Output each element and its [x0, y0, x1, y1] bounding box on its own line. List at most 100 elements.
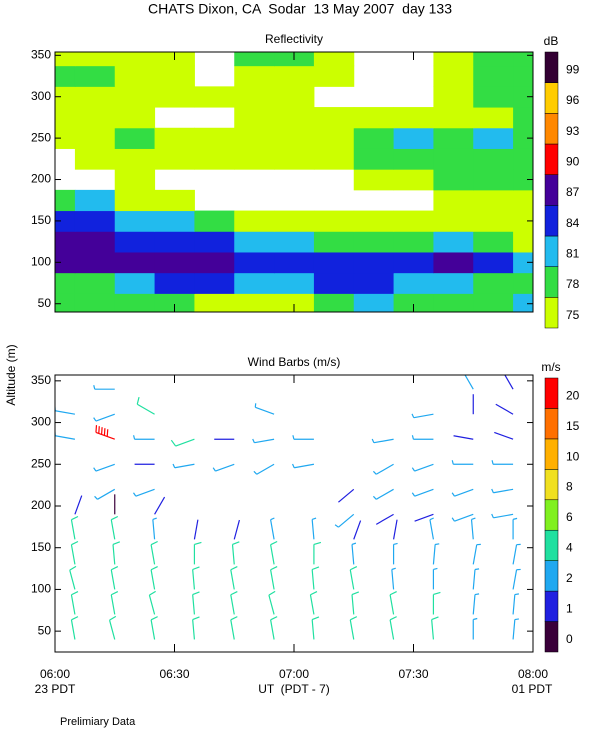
wind-barb: [110, 591, 119, 615]
wind-barb: [110, 515, 119, 540]
contour-cell: [274, 148, 315, 170]
wind-barb: [411, 488, 434, 497]
colorbar-tick-label: 81: [566, 247, 580, 261]
colorbar-band: [544, 205, 559, 237]
colorbar-tick-label: 10: [566, 449, 580, 463]
contour-cell: [55, 272, 76, 294]
contour-cell: [513, 169, 533, 191]
contour-cell: [313, 272, 355, 294]
contour-cell: [114, 189, 156, 212]
contour-cell: [234, 127, 275, 149]
wind-barb: [512, 543, 521, 565]
contour-cell: [234, 86, 275, 108]
contour-cell: [313, 148, 355, 170]
contour-cell: [513, 107, 533, 129]
wind-barb: [193, 519, 199, 540]
contour-cell: [154, 65, 195, 87]
wind-barb: [70, 591, 79, 615]
wind-barb: [93, 413, 115, 422]
wind-barb: [491, 460, 514, 465]
wind-barb: [150, 540, 158, 565]
contour-cell: [473, 107, 514, 129]
wind-barb: [270, 616, 278, 640]
contour-cell: [513, 251, 533, 274]
wind-barb: [432, 591, 441, 615]
wind-barb: [69, 565, 77, 590]
contour-cell: [154, 251, 195, 274]
contour-cell: [353, 272, 395, 294]
contour-cell: [114, 65, 156, 87]
wind-barb: [311, 566, 320, 590]
chart-title: CHATS Dixon, CA Sodar 13 May 2007 day 13…: [148, 1, 452, 17]
wind-barb: [95, 425, 115, 440]
contour-cell: [194, 210, 235, 232]
contour-cell: [114, 251, 156, 274]
contour-cell: [55, 210, 76, 232]
wind-barb: [74, 495, 83, 515]
contour-cell: [274, 107, 315, 129]
contour-cell: [433, 210, 474, 232]
contour-cell: [55, 127, 76, 149]
x-tick-label: 08:00: [518, 667, 548, 681]
contour-cell: [74, 210, 116, 232]
x-tick-label: 06:30: [159, 667, 189, 681]
contour-cell: [114, 86, 156, 108]
wind-barb: [495, 403, 514, 415]
colorbar-band: [544, 174, 559, 206]
wind-barb: [152, 517, 157, 540]
colorbar-tick-label: 4: [566, 541, 573, 555]
wind-barb: [389, 591, 397, 615]
contour-cell: [473, 148, 514, 170]
colorbar-band: [544, 113, 559, 145]
contour-cell: [114, 107, 156, 129]
y-tick-label: 350: [31, 373, 51, 387]
contour-cell: [433, 86, 474, 108]
wind-barb: [70, 540, 79, 565]
wind-barb: [150, 616, 158, 640]
contour-cell: [74, 272, 116, 294]
contour-cell: [274, 272, 315, 294]
contour-cell: [433, 251, 474, 274]
contour-cell: [55, 107, 76, 129]
wind-barb: [353, 520, 362, 540]
wind-barb: [70, 616, 79, 640]
contour-cell: [154, 272, 195, 294]
contour-cell: [473, 189, 514, 212]
contour-cell: [433, 189, 474, 212]
contour-cell: [473, 52, 514, 67]
wind-barb: [451, 513, 474, 522]
y-tick-label: 100: [31, 254, 51, 268]
wind-barb: [375, 513, 394, 525]
y-tick-label: 300: [31, 89, 51, 103]
wind-barb: [94, 488, 116, 500]
colorbar-tick-label: 6: [566, 510, 573, 524]
contour-cell: [74, 293, 116, 312]
colorbar-band: [544, 82, 559, 114]
colorbar-label: m/s: [541, 360, 560, 374]
contour-cell: [313, 231, 355, 253]
contour-cell: [513, 293, 533, 312]
wind-barb: [429, 517, 435, 540]
wind-barb: [494, 431, 514, 440]
contour-cell: [234, 251, 275, 274]
wind-barb: [472, 593, 480, 615]
contour-cell: [114, 52, 156, 67]
wind-barb: [392, 542, 398, 565]
contour-cell: [154, 189, 195, 212]
wind-barb: [230, 616, 238, 640]
colorbar-band: [544, 529, 559, 561]
contour-cell: [194, 272, 235, 294]
wind-barb: [349, 566, 358, 590]
contour-cell: [433, 231, 474, 253]
wind-barb: [491, 513, 514, 519]
colorbar-band: [544, 235, 559, 267]
wind-barb: [148, 590, 156, 615]
wind-barb: [192, 591, 200, 615]
colorbar-band: [544, 469, 559, 501]
contour-cell: [274, 251, 315, 274]
wind-barb: [212, 463, 235, 472]
colorbar-tick-label: 78: [566, 277, 580, 291]
colorbar-band: [544, 438, 559, 470]
colorbar-label: dB: [544, 34, 559, 48]
